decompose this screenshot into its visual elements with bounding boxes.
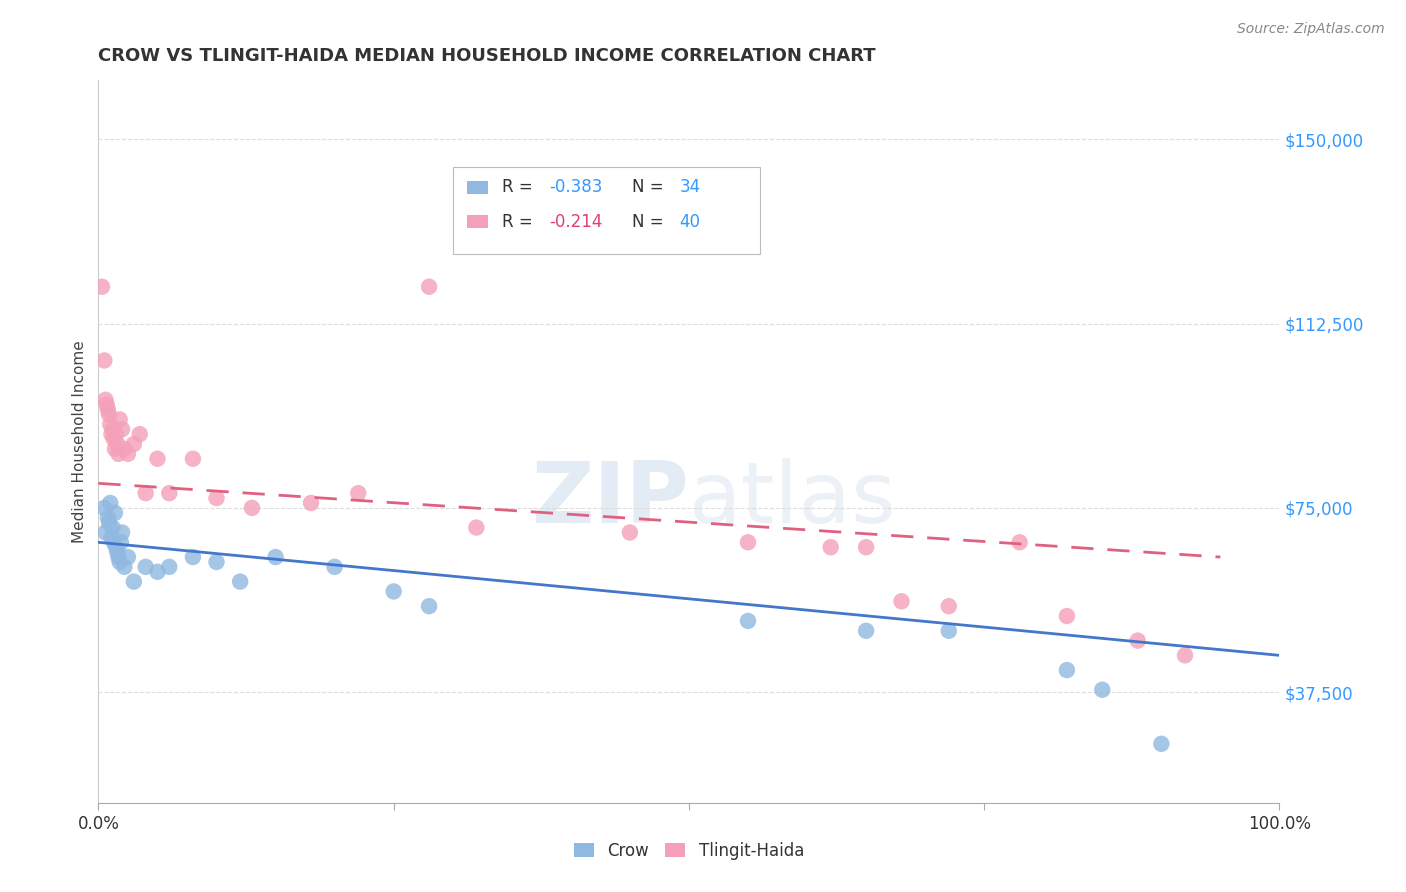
Point (205, 555, 228, 569)
Point (96, 398, 118, 412)
Point (112, 560, 135, 574)
Point (108, 555, 131, 569)
Point (1174, 648, 1197, 663)
Point (111, 422, 134, 436)
Point (418, 599, 440, 614)
FancyBboxPatch shape (453, 167, 759, 253)
Point (91, 279, 114, 293)
Text: ZIP: ZIP (531, 458, 689, 541)
Point (1008, 535, 1031, 549)
Point (347, 486, 370, 500)
Point (104, 506, 127, 520)
Point (111, 525, 134, 540)
Point (94, 392, 117, 407)
Point (112, 442, 135, 456)
Point (98, 417, 121, 432)
Point (105, 437, 128, 451)
Point (100, 427, 122, 442)
Point (146, 565, 169, 579)
Point (1056, 609, 1078, 624)
Point (98, 496, 121, 510)
Point (128, 427, 150, 442)
Point (146, 451, 169, 466)
Point (97, 510, 120, 524)
Legend: Crow, Tlingit-Haida: Crow, Tlingit-Haida (567, 836, 811, 867)
Point (855, 540, 877, 554)
FancyBboxPatch shape (467, 181, 488, 194)
Point (135, 486, 157, 500)
Text: atlas: atlas (689, 458, 897, 541)
Point (103, 535, 125, 549)
Y-axis label: Median Household Income: Median Household Income (72, 340, 87, 543)
Point (1056, 663, 1078, 677)
Point (1150, 737, 1173, 751)
Point (105, 540, 128, 554)
Text: R =: R = (502, 213, 538, 231)
Point (229, 574, 252, 589)
Point (157, 486, 180, 500)
Point (117, 549, 139, 564)
Point (97, 402, 120, 417)
Point (98, 408, 121, 422)
Point (323, 560, 346, 574)
Point (107, 447, 129, 461)
FancyBboxPatch shape (467, 215, 488, 228)
Point (820, 540, 842, 554)
Point (181, 549, 204, 564)
Point (110, 535, 132, 549)
Text: N =: N = (633, 178, 669, 196)
Point (619, 525, 641, 540)
Point (98, 516, 121, 530)
Point (105, 427, 128, 442)
Point (135, 560, 157, 574)
Point (157, 560, 180, 574)
Point (1126, 633, 1149, 648)
Text: 34: 34 (679, 178, 700, 196)
Text: Source: ZipAtlas.com: Source: ZipAtlas.com (1237, 22, 1385, 37)
Text: 40: 40 (679, 213, 700, 231)
Text: -0.383: -0.383 (550, 178, 603, 196)
Point (264, 549, 287, 564)
Point (100, 530, 122, 544)
Point (299, 496, 322, 510)
Point (205, 491, 228, 505)
Text: N =: N = (633, 213, 669, 231)
Point (418, 279, 440, 293)
Text: R =: R = (502, 178, 538, 196)
Point (108, 412, 131, 426)
Point (101, 422, 124, 436)
Point (938, 599, 960, 614)
Point (181, 451, 204, 466)
Point (117, 447, 139, 461)
Point (1091, 682, 1114, 697)
Point (122, 574, 145, 589)
Point (103, 432, 125, 446)
Point (93, 500, 115, 515)
Point (94, 525, 117, 540)
Point (382, 584, 405, 599)
Point (101, 520, 124, 534)
Point (240, 500, 263, 515)
Point (855, 624, 877, 638)
Point (107, 549, 129, 564)
Point (105, 545, 128, 559)
Point (465, 520, 488, 534)
Text: CROW VS TLINGIT-HAIDA MEDIAN HOUSEHOLD INCOME CORRELATION CHART: CROW VS TLINGIT-HAIDA MEDIAN HOUSEHOLD I… (98, 47, 876, 65)
Text: -0.214: -0.214 (550, 213, 603, 231)
Point (104, 442, 127, 456)
Point (122, 437, 145, 451)
Point (737, 614, 759, 628)
Point (890, 594, 912, 608)
Point (938, 624, 960, 638)
Point (93, 353, 115, 368)
Point (737, 535, 759, 549)
